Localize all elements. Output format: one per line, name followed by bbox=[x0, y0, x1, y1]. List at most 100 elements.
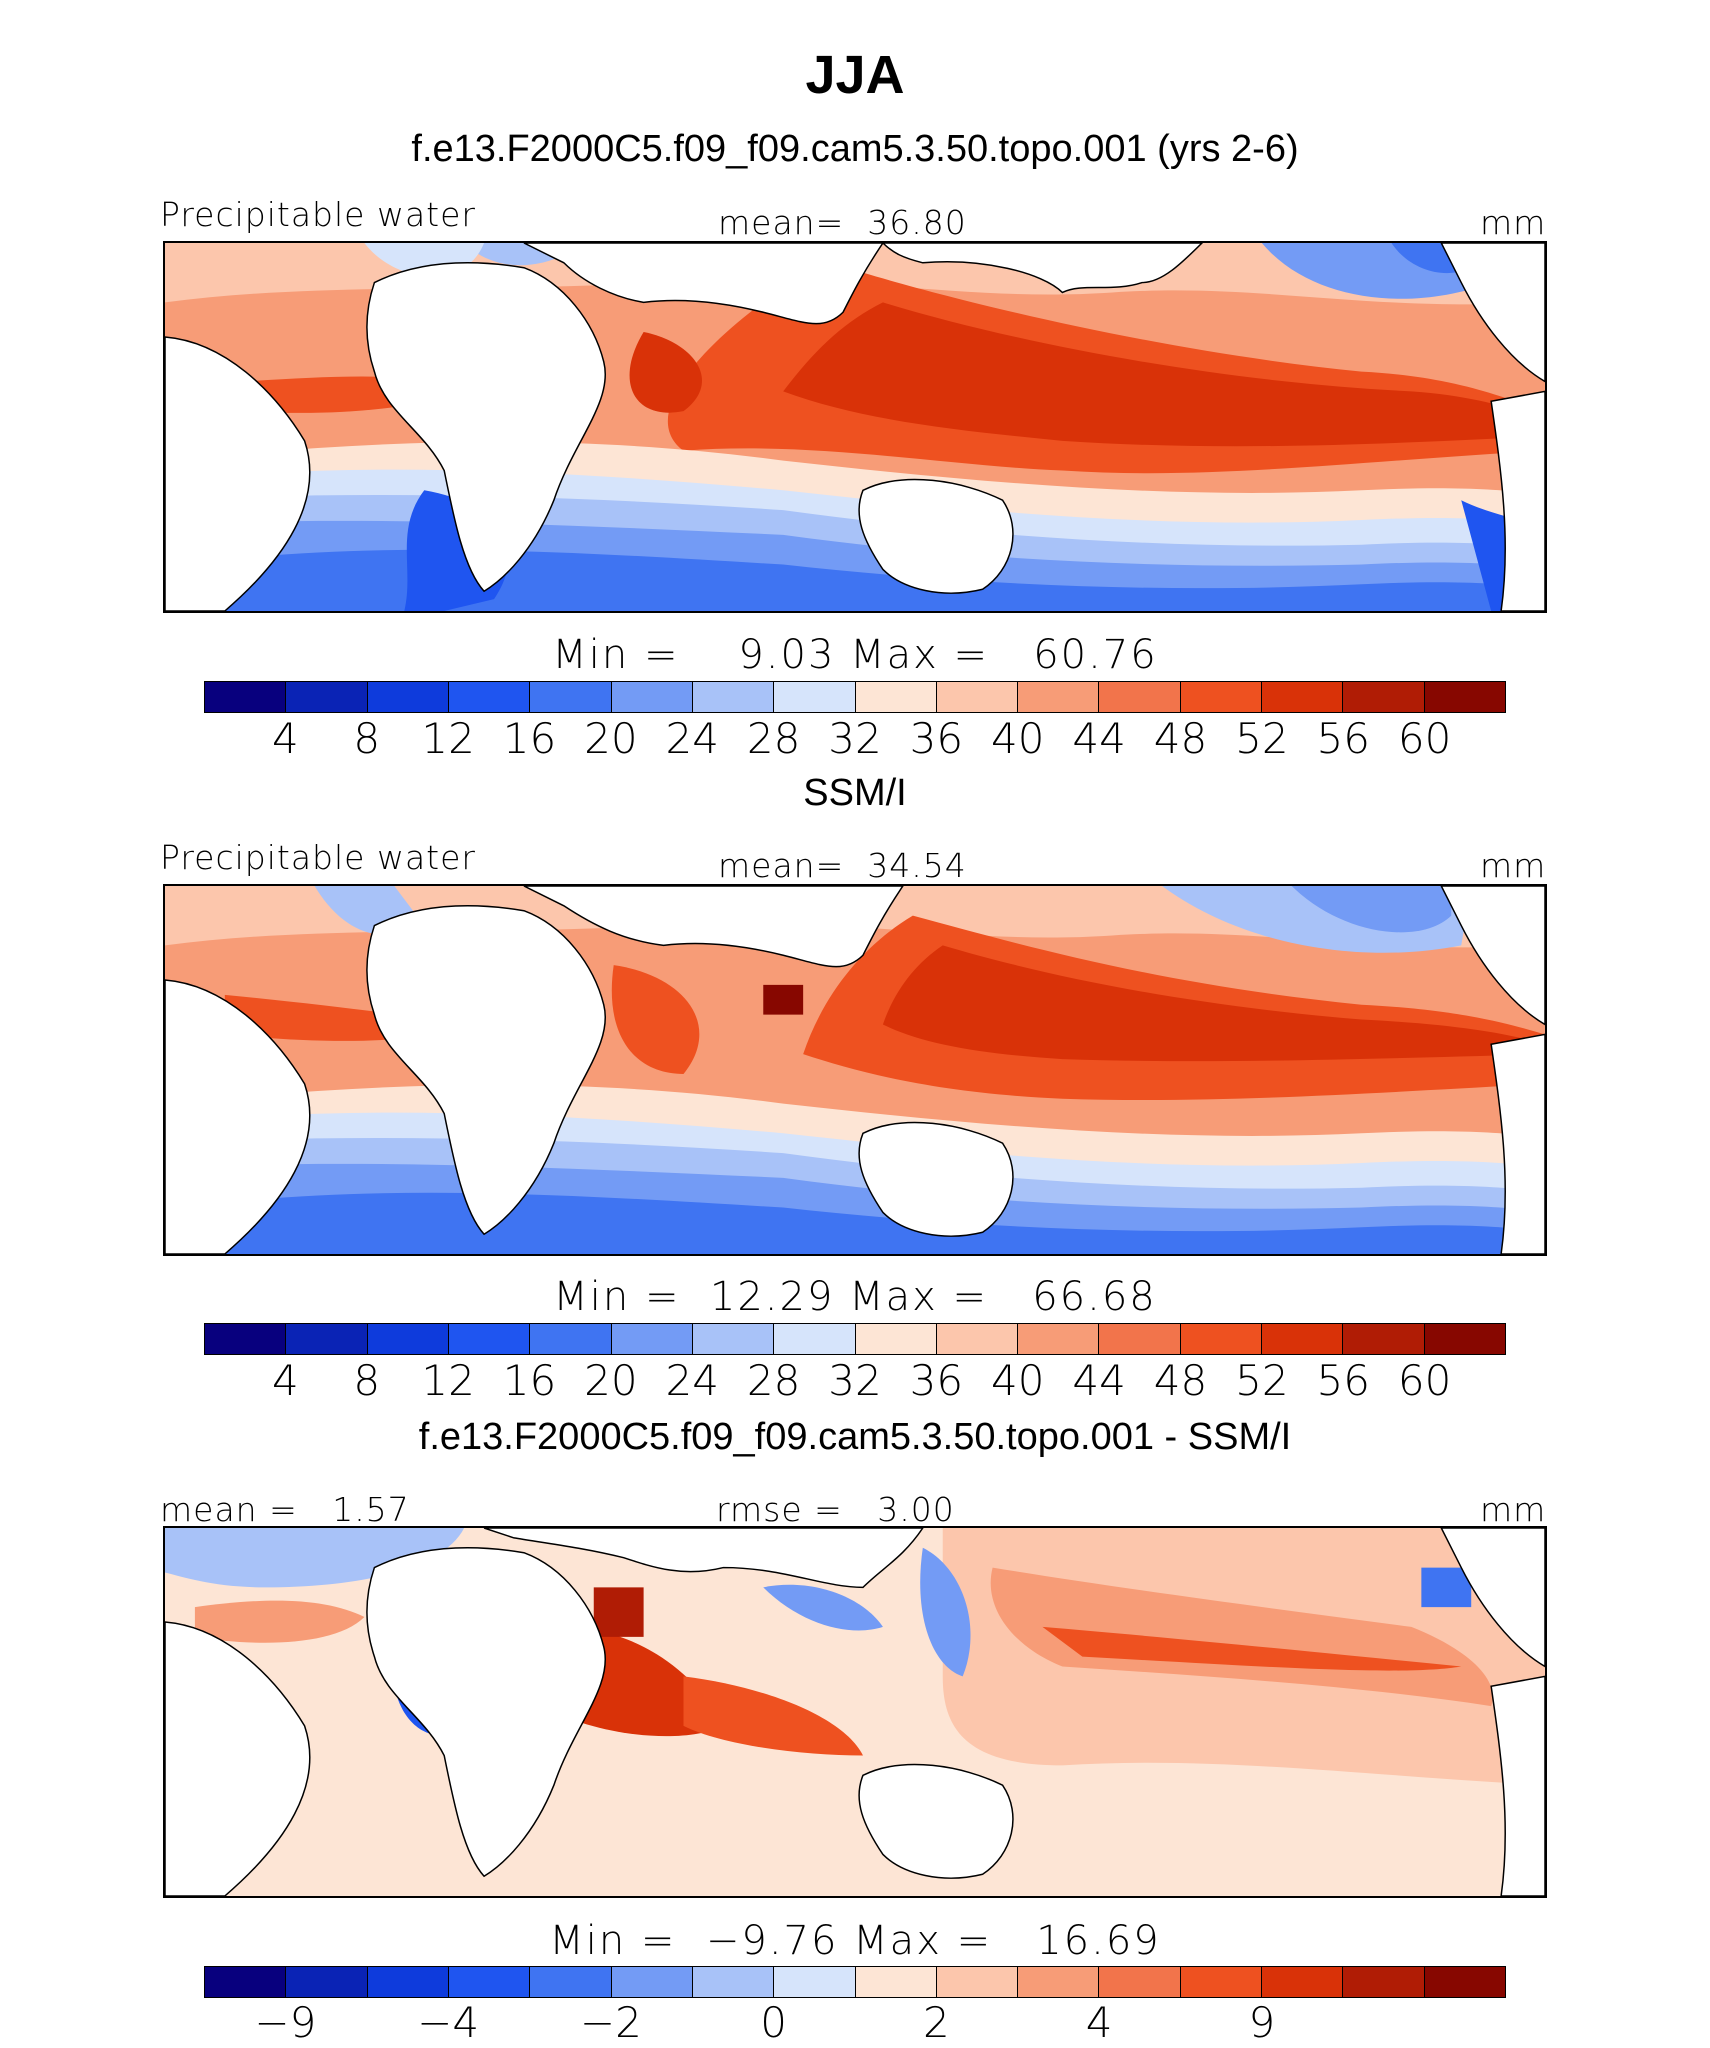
colorbar-tick-label: 48 bbox=[1153, 714, 1208, 763]
colorbar-tick-label: 12 bbox=[421, 1356, 475, 1405]
colorbar-swatch bbox=[286, 1324, 368, 1354]
colorbar-tick-label: 52 bbox=[1235, 714, 1289, 763]
colorbar-swatch bbox=[1262, 1324, 1344, 1354]
colorbar-tick-label: 20 bbox=[584, 714, 638, 763]
colorbar-swatch bbox=[1424, 1967, 1505, 1997]
panel-3-map bbox=[163, 1526, 1547, 1898]
colorbar-tick-label: 44 bbox=[1072, 714, 1126, 763]
colorbar-tick-label: 20 bbox=[584, 1356, 638, 1405]
panel-2-minmax: Min = 12.29 Max = 66.68 bbox=[553, 1274, 1157, 1320]
colorbar-tick-label: 40 bbox=[991, 1356, 1045, 1405]
colorbar-swatch bbox=[448, 1324, 531, 1354]
colorbar-tick-label: 44 bbox=[1072, 1356, 1126, 1405]
colorbar-swatch bbox=[936, 682, 1019, 712]
panel-3-mean-label: mean = 1.57 bbox=[160, 1490, 410, 1529]
colorbar-swatch bbox=[1180, 1967, 1263, 1997]
colorbar-tick-label: 52 bbox=[1235, 1356, 1289, 1405]
panel-1-mean-label: mean= 36.80 bbox=[718, 203, 967, 242]
panel-2-subtitle: SSM/I bbox=[803, 772, 907, 814]
colorbar-swatch bbox=[1180, 682, 1263, 712]
colorbar-tick-label: 16 bbox=[502, 1356, 557, 1405]
panel-1-map bbox=[163, 241, 1547, 613]
colorbar-swatch bbox=[530, 1967, 612, 1997]
colorbar-swatch bbox=[448, 682, 531, 712]
colorbar-tick-label: 56 bbox=[1316, 1356, 1370, 1405]
colorbar-swatch bbox=[1099, 682, 1181, 712]
colorbar-swatch bbox=[367, 682, 449, 712]
colorbar-swatch bbox=[611, 1324, 693, 1354]
colorbar-tick-label: −4 bbox=[417, 1998, 480, 2047]
colorbar-swatch bbox=[205, 1324, 287, 1354]
colorbar-swatch bbox=[1343, 1324, 1425, 1354]
colorbar-swatch bbox=[1424, 1324, 1505, 1354]
panel-1-units-label: mm bbox=[1480, 203, 1547, 242]
panel-3-minmax: Min = −9.76 Max = 16.69 bbox=[549, 1918, 1161, 1964]
colorbar-swatch bbox=[1343, 682, 1425, 712]
colorbar-swatch bbox=[367, 1324, 449, 1354]
colorbar-swatch bbox=[1262, 1967, 1344, 1997]
panel-3-colorbar bbox=[204, 1966, 1506, 1998]
colorbar-tick-label: 28 bbox=[746, 714, 801, 763]
colorbar-swatch bbox=[367, 1967, 449, 1997]
colorbar-swatch bbox=[1180, 1324, 1263, 1354]
colorbar-swatch bbox=[692, 682, 775, 712]
colorbar-tick-label: 40 bbox=[991, 714, 1045, 763]
colorbar-tick-label: 16 bbox=[502, 714, 557, 763]
panel-3-units-label: mm bbox=[1480, 1490, 1547, 1529]
colorbar-tick-label: 4 bbox=[1085, 1998, 1113, 2047]
colorbar-swatch bbox=[774, 682, 856, 712]
colorbar-tick-label: 2 bbox=[923, 1998, 950, 2047]
colorbar-tick-label: 8 bbox=[353, 1356, 381, 1405]
colorbar-tick-label: 12 bbox=[421, 714, 475, 763]
colorbar-swatch bbox=[1018, 682, 1100, 712]
colorbar-tick-label: 24 bbox=[665, 714, 719, 763]
colorbar-swatch bbox=[286, 1967, 368, 1997]
panel-2-variable-label: Precipitable water bbox=[160, 838, 476, 877]
colorbar-tick-label: 28 bbox=[746, 1356, 801, 1405]
figure-title: JJA bbox=[805, 45, 905, 105]
panel-2-units-label: mm bbox=[1480, 846, 1547, 885]
colorbar-tick-label: 32 bbox=[828, 714, 882, 763]
panel-1-colorbar-ticks: 4 8 12 16 20 24 28 32 36 40 44 48 52 56 60 bbox=[204, 714, 1506, 764]
colorbar-tick-label: 60 bbox=[1397, 1356, 1452, 1405]
colorbar-tick-label: 24 bbox=[665, 1356, 719, 1405]
colorbar-swatch bbox=[286, 682, 368, 712]
panel-2-mean-label: mean= 34.54 bbox=[718, 846, 967, 885]
panel-1-variable-label: Precipitable water bbox=[160, 195, 476, 234]
colorbar-swatch bbox=[611, 682, 693, 712]
colorbar-swatch bbox=[692, 1324, 775, 1354]
colorbar-tick-label: 36 bbox=[909, 1356, 964, 1405]
colorbar-swatch bbox=[448, 1967, 531, 1997]
colorbar-tick-label: 0 bbox=[760, 1998, 787, 2047]
colorbar-tick-label: 4 bbox=[272, 1356, 299, 1405]
colorbar-tick-label: 9 bbox=[1248, 1998, 1276, 2047]
colorbar-tick-label: 4 bbox=[272, 714, 299, 763]
colorbar-tick-label: −2 bbox=[579, 1998, 642, 2047]
colorbar-swatch bbox=[1262, 682, 1344, 712]
colorbar-tick-label: 56 bbox=[1316, 714, 1370, 763]
colorbar-swatch bbox=[1099, 1324, 1181, 1354]
colorbar-swatch bbox=[1018, 1324, 1100, 1354]
colorbar-swatch bbox=[1099, 1967, 1181, 1997]
colorbar-swatch bbox=[1424, 682, 1505, 712]
colorbar-swatch bbox=[530, 1324, 612, 1354]
colorbar-swatch bbox=[936, 1967, 1019, 1997]
colorbar-swatch bbox=[205, 682, 287, 712]
panel-1-minmax: Min = 9.03 Max = 60.76 bbox=[552, 632, 1158, 678]
colorbar-swatch bbox=[855, 682, 937, 712]
colorbar-swatch bbox=[774, 1324, 856, 1354]
colorbar-swatch bbox=[855, 1324, 937, 1354]
colorbar-swatch bbox=[855, 1967, 937, 1997]
panel-3-colorbar-ticks: −9 −4 −2 0 2 4 9 bbox=[204, 1998, 1506, 2048]
colorbar-swatch bbox=[530, 682, 612, 712]
colorbar-tick-label: 60 bbox=[1397, 714, 1452, 763]
colorbar-swatch bbox=[611, 1967, 693, 1997]
colorbar-tick-label: 32 bbox=[828, 1356, 882, 1405]
colorbar-swatch bbox=[936, 1324, 1019, 1354]
panel-2-map bbox=[163, 884, 1547, 1256]
panel-1-colorbar bbox=[204, 681, 1506, 713]
colorbar-swatch bbox=[774, 1967, 856, 1997]
colorbar-tick-label: 8 bbox=[353, 714, 381, 763]
colorbar-swatch bbox=[1018, 1967, 1100, 1997]
panel-3-rmse-label: rmse = 3.00 bbox=[716, 1490, 955, 1529]
